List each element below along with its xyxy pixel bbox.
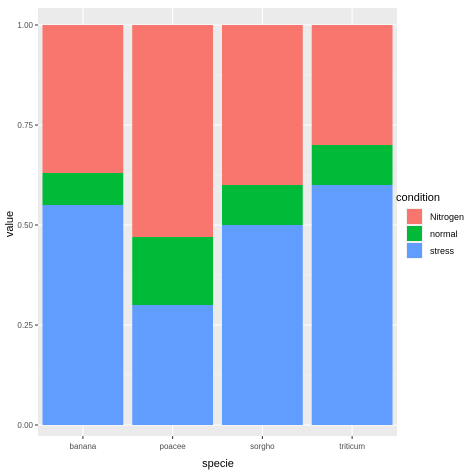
- legend-label-normal: normal: [430, 229, 458, 239]
- x-tick-label: poacee: [160, 442, 187, 451]
- legend-title: condition: [396, 192, 440, 204]
- y-tick-label: 0.50: [17, 221, 33, 230]
- bar-poacee-stress: [132, 305, 214, 425]
- x-axis-ticks: banana poacee sorgho triticum: [70, 436, 365, 451]
- bar-triticum-normal: [311, 145, 393, 185]
- bar-banana-normal: [42, 173, 124, 205]
- legend-label-nitrogen: Nitrogen: [430, 212, 464, 222]
- y-tick-label: 1.00: [17, 21, 33, 30]
- bar-sorgho-nitrogen: [221, 25, 303, 185]
- bar-triticum-stress: [311, 185, 393, 425]
- x-axis-title: specie: [202, 458, 234, 470]
- y-tick-label: 0.25: [17, 321, 33, 330]
- bar-sorgho-stress: [221, 225, 303, 425]
- x-tick-label: banana: [70, 442, 97, 451]
- bar-banana-stress: [42, 205, 124, 425]
- x-tick-label: triticum: [339, 442, 365, 451]
- legend-swatch-nitrogen: [407, 209, 422, 224]
- y-tick-label: 0.00: [17, 421, 33, 430]
- bar-banana-nitrogen: [42, 25, 124, 173]
- legend: condition Nitrogen normal stress: [396, 192, 464, 259]
- y-axis-title: value: [4, 211, 16, 237]
- bar-triticum-nitrogen: [311, 25, 393, 145]
- legend-label-stress: stress: [430, 246, 455, 256]
- y-axis-ticks: 0.00 0.25 0.50 0.75 1.00: [17, 21, 38, 430]
- bar-poacee-nitrogen: [132, 25, 214, 237]
- bar-poacee-normal: [132, 237, 214, 305]
- legend-swatch-normal: [407, 226, 422, 241]
- bar-sorgho-normal: [221, 185, 303, 225]
- bars: [42, 25, 393, 425]
- legend-swatch-stress: [407, 243, 422, 258]
- x-tick-label: sorgho: [250, 442, 275, 451]
- y-tick-label: 0.75: [17, 121, 33, 130]
